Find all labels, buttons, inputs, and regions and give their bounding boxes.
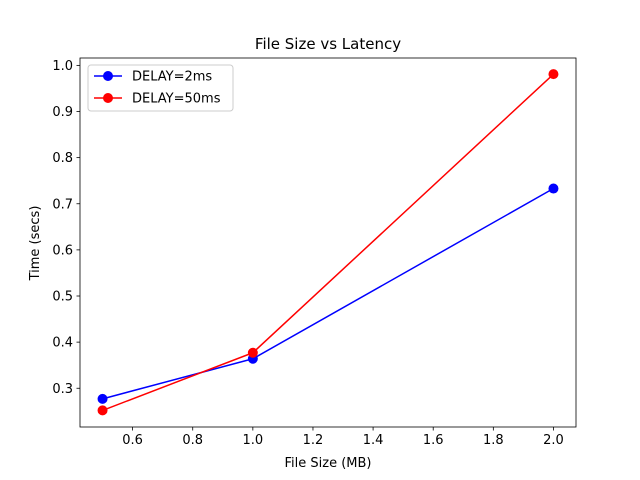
legend-marker-2: [103, 93, 113, 103]
y-tick-label: 0.7: [52, 197, 73, 212]
chart-title: File Size vs Latency: [255, 35, 401, 53]
y-tick-label: 0.8: [52, 151, 73, 166]
legend-label-1: DELAY=2ms: [132, 70, 212, 85]
legend-marker-1: [103, 71, 113, 81]
x-tick-label: 1.8: [483, 433, 504, 448]
y-tick-label: 0.5: [52, 290, 73, 305]
series-1-point: [548, 183, 559, 194]
y-tick-label: 1.0: [52, 59, 73, 74]
legend-label-2: DELAY=50ms: [132, 92, 221, 107]
y-tick-label: 0.9: [52, 105, 73, 120]
y-tick-label: 0.4: [52, 336, 73, 351]
x-tick-label: 1.6: [423, 433, 444, 448]
x-tick-label: 1.4: [363, 433, 384, 448]
legend: DELAY=2ms DELAY=50ms: [87, 64, 234, 112]
plot-frame: [79, 57, 577, 428]
y-axis-label: Time (secs): [28, 206, 43, 282]
x-tick-label: 0.8: [182, 433, 203, 448]
y-tick-label: 0.3: [52, 382, 73, 397]
x-tick-label: 2.0: [543, 433, 564, 448]
x-tick-label: 1.2: [303, 433, 324, 448]
legend-box: [87, 64, 234, 112]
x-tick-label: 0.6: [122, 433, 143, 448]
series-1-point: [97, 393, 108, 404]
plot-area: 0.6 0.8 1.0 1.2 1.4 1.6 1.8 2.0 0.3 0.4 0.5 0.6 0.7 0…: [52, 57, 577, 448]
series-2-point: [247, 347, 258, 358]
series-2-point: [97, 405, 108, 416]
y-tick-label: 0.6: [52, 243, 73, 258]
x-axis-label: File Size (MB): [285, 456, 372, 471]
x-tick-label: 1.0: [243, 433, 264, 448]
series-2-point: [548, 69, 559, 80]
